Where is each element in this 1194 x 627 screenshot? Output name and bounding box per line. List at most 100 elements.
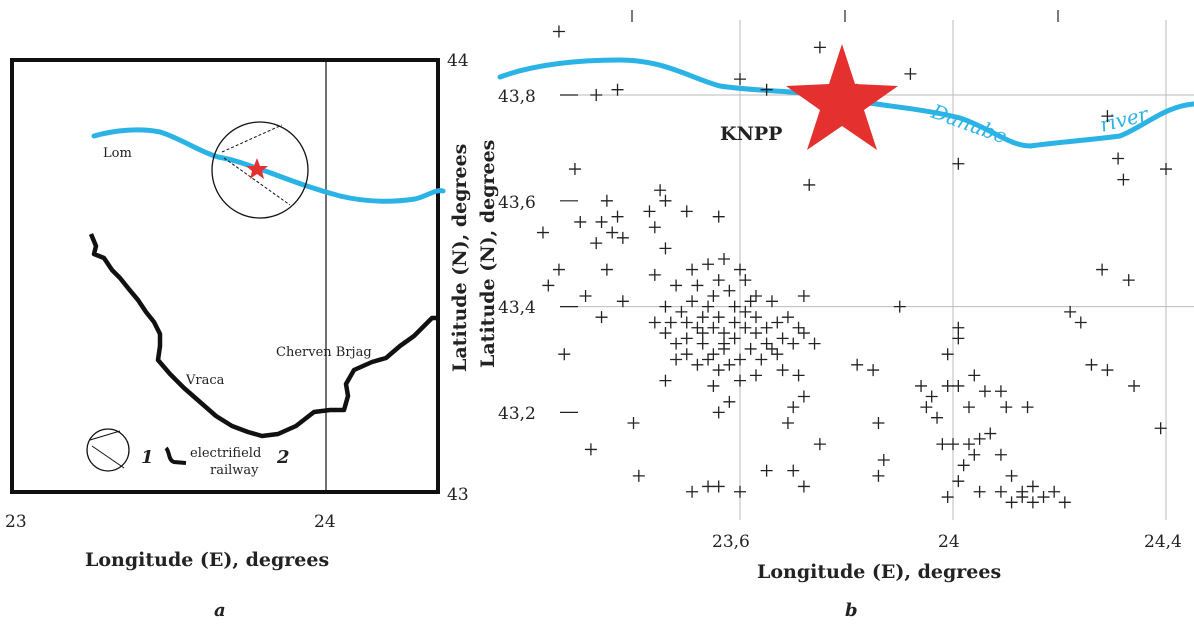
event-cross bbox=[712, 210, 725, 223]
river-label-danube: Danube bbox=[927, 99, 1010, 149]
event-cross bbox=[1000, 401, 1013, 414]
event-cross bbox=[1074, 316, 1087, 329]
event-cross bbox=[648, 268, 661, 281]
seismic-events bbox=[536, 25, 1172, 509]
event-cross bbox=[952, 321, 965, 334]
event-cross bbox=[728, 332, 741, 345]
event-cross bbox=[734, 485, 746, 498]
event-cross bbox=[627, 416, 640, 429]
event-cross bbox=[872, 469, 885, 482]
event-cross bbox=[702, 300, 715, 313]
knpp-star-b bbox=[786, 44, 898, 150]
event-cross bbox=[771, 316, 784, 329]
event-cross bbox=[702, 258, 715, 271]
event-cross bbox=[568, 163, 581, 176]
event-cross bbox=[739, 321, 752, 334]
ticks-b bbox=[631, 10, 1059, 22]
event-cross bbox=[925, 390, 938, 403]
event-cross bbox=[749, 369, 762, 382]
event-cross bbox=[1128, 379, 1141, 392]
event-cross bbox=[680, 332, 693, 345]
event-cross bbox=[931, 411, 944, 424]
event-cross bbox=[776, 332, 789, 345]
event-cross bbox=[686, 485, 699, 498]
event-cross bbox=[765, 342, 778, 355]
event-cross bbox=[670, 353, 683, 366]
event-cross bbox=[1085, 358, 1098, 371]
event-cross bbox=[872, 416, 885, 429]
y-tick-43-6: 43,6 bbox=[498, 193, 536, 213]
danube-river-a bbox=[91, 127, 446, 204]
legend-chord bbox=[91, 445, 125, 469]
event-cross bbox=[749, 290, 762, 303]
event-cross bbox=[941, 348, 954, 361]
event-cross bbox=[718, 327, 731, 340]
event-cross bbox=[952, 157, 965, 170]
event-cross bbox=[696, 337, 709, 350]
event-cross bbox=[867, 364, 880, 377]
event-cross bbox=[691, 279, 704, 292]
event-cross bbox=[952, 379, 965, 392]
event-cross bbox=[957, 459, 970, 472]
event-cross bbox=[632, 469, 645, 482]
event-cross bbox=[707, 321, 720, 334]
event-cross bbox=[590, 89, 603, 101]
event-cross bbox=[659, 327, 672, 340]
y-tick-44: 44 bbox=[447, 51, 469, 71]
x-axis-label-b: Longitude (E), degrees bbox=[757, 561, 1001, 583]
event-cross bbox=[797, 327, 810, 340]
legend-chord bbox=[89, 430, 121, 441]
event-cross bbox=[792, 369, 805, 382]
event-cross bbox=[659, 374, 672, 387]
event-cross bbox=[994, 385, 1007, 398]
radius-circle bbox=[211, 121, 309, 219]
legend-label-1: 1 bbox=[141, 447, 154, 468]
legend-railway-line2: railway bbox=[210, 463, 259, 478]
event-cross bbox=[771, 348, 784, 361]
event-cross bbox=[936, 438, 949, 451]
event-cross bbox=[691, 321, 704, 334]
event-cross bbox=[680, 316, 693, 329]
event-cross bbox=[781, 416, 794, 429]
y-tick-43-4: 43,4 bbox=[498, 298, 536, 318]
panel-a: Lom Vraca Cherven Brjag 1 electrifield r… bbox=[5, 51, 471, 621]
event-cross bbox=[1016, 491, 1029, 504]
panel-b: Danube river KNPP 43,8 43,6 43,4 43,2 23… bbox=[477, 10, 1194, 621]
event-cross bbox=[915, 379, 928, 392]
event-cross bbox=[691, 358, 704, 371]
event-cross bbox=[707, 348, 720, 361]
event-cross bbox=[797, 480, 810, 493]
y-tick-43-2: 43,2 bbox=[498, 404, 536, 424]
y-axis-label-a: Latitude (N), degrees bbox=[449, 144, 471, 372]
event-cross bbox=[616, 231, 629, 244]
event-cross bbox=[552, 263, 565, 276]
x-tick-24: 24 bbox=[314, 512, 336, 532]
event-cross bbox=[696, 311, 709, 324]
event-cross bbox=[1021, 401, 1034, 414]
event-cross bbox=[813, 41, 826, 54]
event-cross bbox=[718, 337, 731, 350]
railway-line bbox=[88, 233, 440, 439]
event-cross bbox=[920, 401, 933, 414]
event-cross bbox=[734, 73, 746, 86]
event-cross bbox=[962, 438, 975, 451]
x-axis-label-a: Longitude (E), degrees bbox=[85, 549, 329, 571]
event-cross bbox=[734, 374, 746, 387]
event-cross bbox=[787, 401, 800, 414]
event-cross bbox=[739, 305, 752, 318]
event-cross bbox=[755, 353, 768, 366]
place-cherven-brjag: Cherven Brjag bbox=[276, 345, 372, 360]
event-cross bbox=[654, 184, 667, 197]
event-cross bbox=[606, 226, 619, 239]
event-cross bbox=[813, 438, 826, 451]
event-cross bbox=[670, 279, 683, 292]
event-cross bbox=[781, 311, 794, 324]
event-cross bbox=[616, 295, 629, 308]
event-cross bbox=[611, 210, 624, 223]
event-cross bbox=[659, 194, 672, 207]
event-cross bbox=[947, 438, 959, 451]
event-cross bbox=[734, 263, 746, 276]
legend-label-2: 2 bbox=[276, 447, 290, 468]
event-cross bbox=[787, 464, 800, 477]
